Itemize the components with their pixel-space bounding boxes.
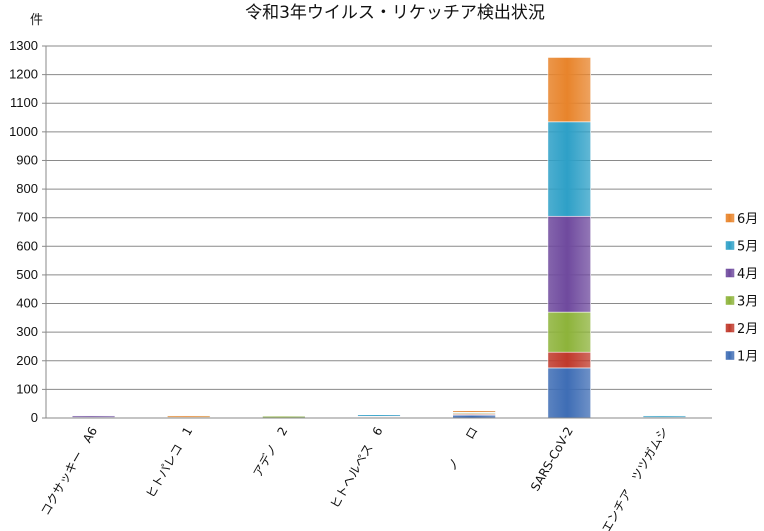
bar-segment <box>642 415 687 418</box>
y-tick-label: 1300 <box>9 38 38 53</box>
gridlines <box>46 45 712 390</box>
legend-swatch <box>725 323 735 333</box>
legend-label: 5月 <box>737 240 758 255</box>
legend-swatch <box>725 296 735 305</box>
axes <box>42 45 712 419</box>
bar-segment <box>262 415 306 419</box>
x-tick-label: ヒトパレコ 1 <box>143 425 195 501</box>
legend-label: 3月 <box>737 295 758 310</box>
bar-segment <box>547 367 591 419</box>
bar-segment <box>452 410 496 413</box>
legend-label: 4月 <box>737 267 758 282</box>
y-tick-label: 300 <box>16 324 38 339</box>
bar-segment <box>167 415 211 418</box>
bar-segment <box>547 121 591 217</box>
x-tick-label: ヒトヘルペス 6 <box>328 425 386 511</box>
y-tick-label: 1100 <box>10 95 38 110</box>
bar-segment <box>547 311 591 353</box>
legend-label: 6月 <box>737 212 758 227</box>
x-tick-label: SARS-CoV-2 <box>528 425 576 494</box>
y-tick-label: 500 <box>16 267 38 282</box>
bar-segment <box>547 57 591 123</box>
y-tick-label: 600 <box>16 238 38 253</box>
y-tick-label: 700 <box>16 210 38 225</box>
x-tick-label: アデノ 2 <box>250 424 291 480</box>
x-tick-labels: コクサッキー A6 ヒトパレコ 1 アデノ 2 ヒトヘルペス 6 ノ ロ SARS-CoV… <box>38 424 671 531</box>
y-tick-label: 1000 <box>9 124 38 139</box>
y-tick-label: 900 <box>16 152 38 167</box>
y-tick-label: 1200 <box>9 67 38 82</box>
y-tick-labels: 0 100 200 300 400 500 600 700 800 900 1000 1100 1200… <box>9 38 38 425</box>
bar-segment <box>547 351 591 369</box>
y-tick-label: 400 <box>16 296 38 311</box>
legend-label: 2月 <box>737 322 758 337</box>
legend: 6月 5月 4月 3月 2月 1月 <box>725 212 758 365</box>
y-axis-unit-label: 件 <box>30 13 43 28</box>
y-tick-label: 800 <box>16 181 38 196</box>
bars <box>71 57 687 419</box>
chart-title: 令和3年ウイルス・リケッチア検出状況 <box>245 3 545 23</box>
legend-swatch <box>725 351 735 360</box>
legend-label: 1月 <box>737 350 758 365</box>
legend-swatch <box>725 268 735 278</box>
bar-segment <box>547 215 591 313</box>
y-tick-label: 100 <box>16 381 38 396</box>
x-tick-label: オリエンチア ツツガムシ <box>587 425 671 531</box>
y-tick-label: 200 <box>16 353 38 368</box>
legend-swatch <box>725 241 735 250</box>
bar-segment <box>71 415 116 418</box>
y-tick-label: 0 <box>31 410 38 425</box>
x-tick-label: コクサッキー A6 <box>38 425 100 518</box>
x-tick-label: ノ ロ <box>445 425 481 474</box>
legend-swatch <box>725 213 735 223</box>
bar-segment <box>357 414 401 417</box>
